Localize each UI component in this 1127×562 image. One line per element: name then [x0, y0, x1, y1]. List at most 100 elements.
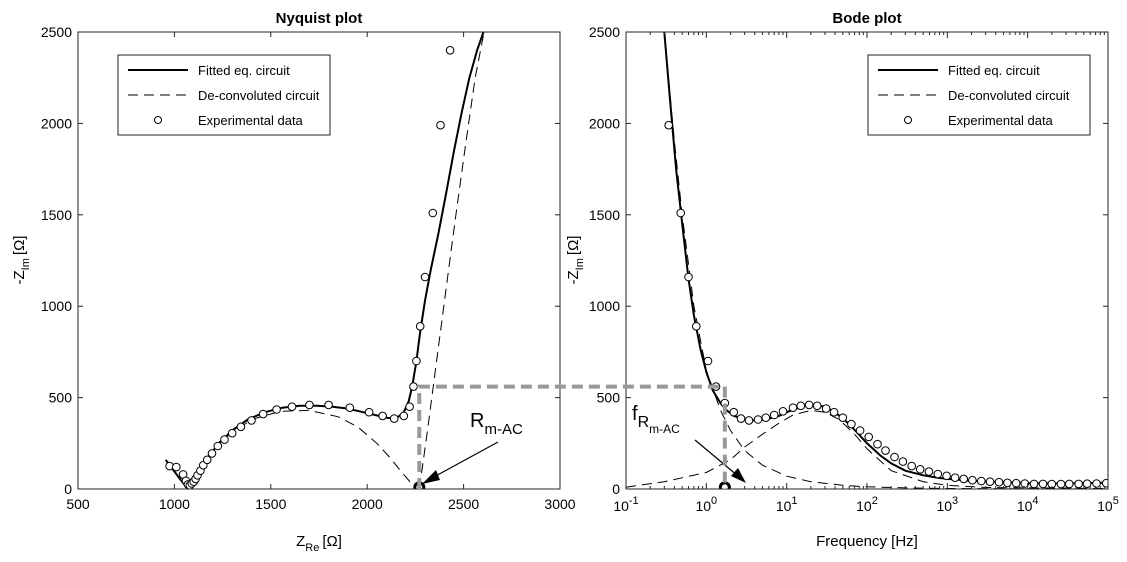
- bode-y-tick-label: 500: [597, 390, 621, 406]
- nyquist-data-point: [364, 407, 374, 417]
- bode-data-point: [855, 426, 865, 435]
- bode-y-tick-label: 1500: [589, 207, 620, 223]
- bode-x-tick-label: 105: [1097, 495, 1119, 514]
- bode-data-point: [959, 474, 969, 484]
- bode-data-point: [898, 457, 908, 466]
- bode-data-point: [942, 471, 951, 481]
- bode-data-point: [994, 477, 1004, 487]
- nyquist-data-point: [227, 428, 237, 438]
- bode-x-axis-label: Frequency [Hz]: [816, 533, 918, 550]
- bode-data-point: [664, 120, 674, 130]
- bode-data-point: [864, 432, 874, 442]
- bode-data-point: [812, 401, 822, 411]
- nyquist-series-clipped: [164, 10, 485, 489]
- bode-annotation-sub: R: [638, 414, 650, 431]
- nyquist-series-deconvoluted-line-2: [418, 32, 485, 489]
- nyquist-ylabel-unit: [Ω]: [11, 236, 28, 256]
- bode-data-point: [873, 439, 882, 449]
- nyquist-y-axis-label: -ZIm [Ω]: [11, 236, 32, 285]
- bode-data-point: [684, 272, 693, 282]
- nyquist-y-tick-label: 1500: [41, 207, 72, 223]
- nyquist-data-point: [399, 411, 409, 421]
- nyquist-annotation-arrow-line: [431, 441, 499, 479]
- bode-data-point: [676, 208, 686, 218]
- bode-y-axis-label: -ZIm [Ω]: [565, 236, 586, 285]
- nyquist-data-point: [445, 46, 455, 55]
- nyquist-x-tick-label: 3000: [544, 496, 575, 512]
- bode-y-tick-label: 1000: [589, 298, 620, 314]
- bode-x-tick-label: 103: [936, 495, 958, 514]
- bode-data-point: [736, 414, 746, 423]
- bode-data-point: [729, 407, 739, 417]
- nyquist-data-point: [415, 322, 425, 331]
- nyquist-data-point: [456, 10, 464, 18]
- bode-data-point: [1065, 479, 1074, 489]
- nyquist-y-tick-label: 2000: [41, 115, 72, 131]
- bode-data-point: [985, 477, 995, 487]
- bode-annotation-arrow-line: [694, 439, 739, 477]
- bode-ylabel-sub: Im: [574, 258, 586, 270]
- nyquist-data-point: [345, 403, 355, 413]
- nyquist-data-point: [220, 435, 229, 444]
- nyquist-data-point: [213, 441, 223, 451]
- nyquist-data-point: [428, 208, 438, 218]
- bode-data-point: [703, 356, 713, 366]
- bode-legend-experimental: Experimental data: [948, 113, 1054, 128]
- nyquist-x-tick-label: 2000: [352, 496, 383, 512]
- bode-data-point: [796, 401, 806, 411]
- nyquist-data-point: [202, 455, 212, 465]
- bode-data-point: [1092, 479, 1101, 488]
- bode-ylabel-main: -Z: [565, 270, 582, 284]
- nyquist-data-point: [258, 409, 268, 419]
- nyquist-data-point: [207, 449, 217, 458]
- nyquist-data-point: [436, 120, 445, 130]
- nyquist-legend-fitted: Fitted eq. circuit: [198, 63, 290, 78]
- nyquist-x-tick-label: 1000: [159, 496, 190, 512]
- bode-y-tick-label: 2000: [589, 115, 620, 131]
- bode-data-point: [769, 410, 779, 420]
- nyquist-x-tick-label: 1500: [255, 496, 286, 512]
- nyquist-data-point: [247, 416, 256, 425]
- nyquist-data-point: [420, 272, 430, 282]
- bode-legend-marker-swatch: [904, 116, 912, 124]
- bode-data-point: [744, 416, 754, 425]
- bode-legend-deconvoluted: De-convoluted circuit: [948, 88, 1070, 103]
- nyquist-data-point: [324, 400, 333, 410]
- bode-data-point: [924, 467, 934, 476]
- nyquist-data-point: [405, 402, 414, 412]
- nyquist-data-point: [389, 414, 399, 423]
- connector-dashed-path: [417, 384, 727, 489]
- bode-data-point: [890, 452, 899, 462]
- nyquist-y-tick-label: 1000: [41, 298, 72, 314]
- nyquist-data-point: [272, 405, 281, 414]
- nyquist-legend-experimental: Experimental data: [198, 113, 304, 128]
- bode-series-group: [626, 32, 1108, 489]
- bode-y-tick-label: 2500: [589, 24, 620, 40]
- bode-series-clipped: [626, 32, 1108, 489]
- bode-highlight-marker: [718, 481, 731, 489]
- nyquist-y-tick-label: 0: [64, 481, 72, 497]
- nyquist-y-tick-label: 2500: [41, 24, 72, 40]
- bode-data-point: [761, 413, 771, 423]
- bode-x-tick-label: 100: [695, 495, 717, 514]
- bode-data-point: [1082, 479, 1092, 489]
- bode-data-point: [881, 446, 890, 455]
- bode-x-tick-label: 104: [1017, 495, 1039, 514]
- bode-data-point: [907, 461, 917, 471]
- bode-annotation-frmac: fRm-AC: [632, 403, 746, 483]
- nyquist-xlabel-sub: Re: [305, 542, 319, 554]
- bode-series-deconvoluted-line-1: [663, 32, 1108, 489]
- bode-data-point: [1056, 479, 1066, 489]
- bode-data-point: [968, 475, 977, 485]
- bode-data-point: [1011, 478, 1021, 488]
- bode-annotation-label: fRm-AC: [632, 403, 680, 436]
- bode-data-point: [1020, 479, 1030, 488]
- nyquist-legend-deconvoluted: De-convoluted circuit: [198, 88, 320, 103]
- nyquist-annotation-label: Rm-AC: [470, 410, 523, 438]
- bode-data-point: [692, 322, 701, 331]
- nyquist-data-point: [236, 422, 246, 432]
- nyquist-data-point: [412, 356, 421, 366]
